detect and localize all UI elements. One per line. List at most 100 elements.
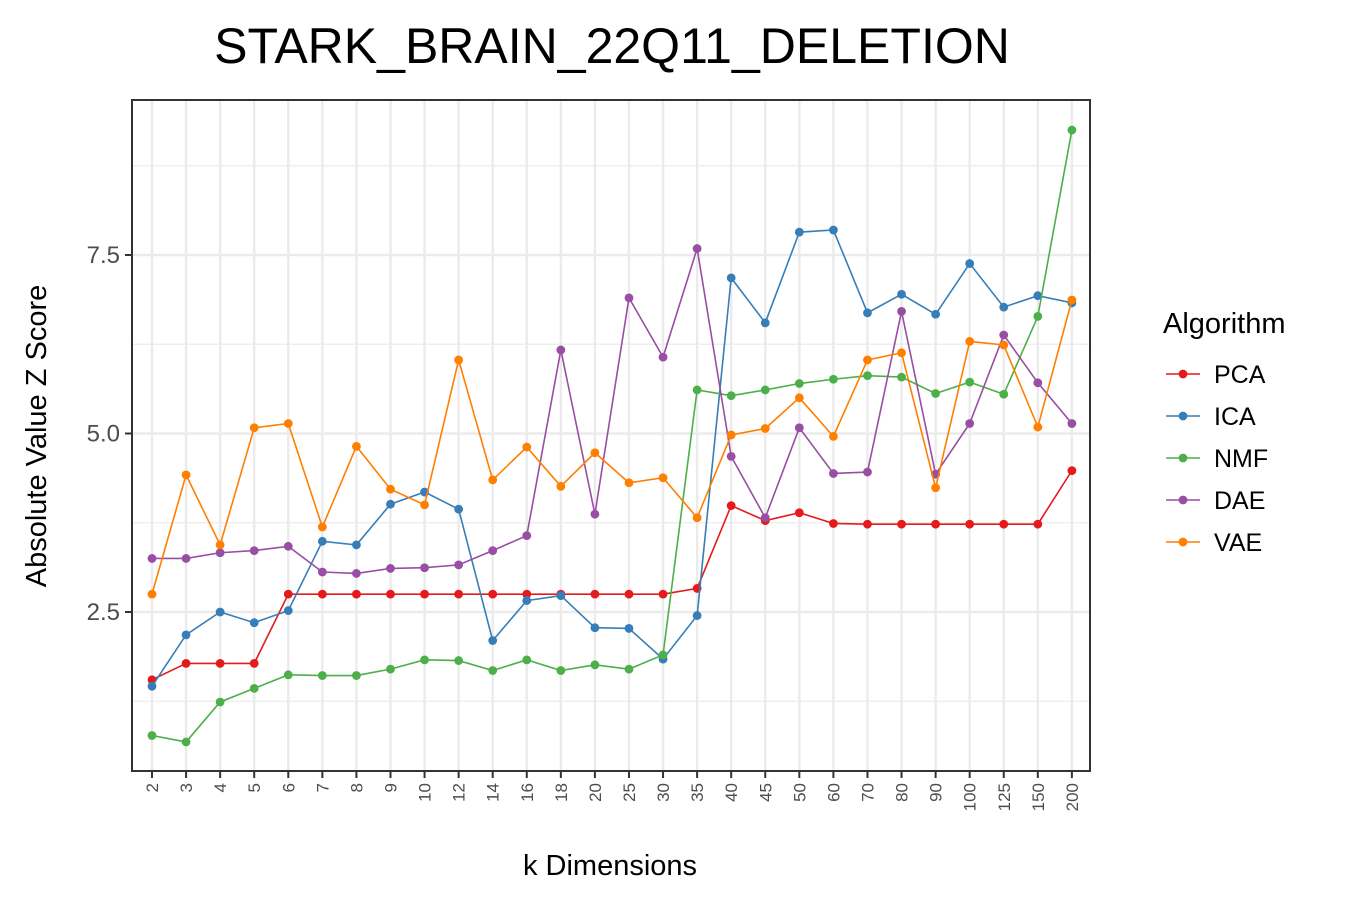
x-tick-label: 150 — [1029, 783, 1048, 811]
legend-label: PCA — [1214, 361, 1266, 389]
data-point — [556, 345, 566, 355]
data-point — [624, 293, 634, 303]
data-point — [317, 589, 327, 599]
legend: Algorithm PCA ICA NMF DAE VAE — [1163, 308, 1286, 557]
legend-key-point — [1178, 453, 1188, 463]
x-tick-label: 25 — [620, 783, 639, 802]
series-nmf — [147, 125, 1077, 747]
data-point — [1067, 295, 1077, 305]
data-point — [726, 430, 736, 440]
data-point — [522, 442, 532, 452]
data-point — [863, 355, 872, 365]
data-point — [386, 589, 395, 599]
legend-item-pca: PCA — [1166, 361, 1266, 389]
data-point — [863, 308, 872, 318]
data-point — [522, 655, 532, 665]
data-point — [249, 423, 259, 433]
x-tick-label: 18 — [552, 783, 571, 802]
data-point — [420, 655, 429, 665]
series-line — [151, 229, 1073, 687]
data-point — [454, 656, 464, 665]
data-point — [1033, 291, 1043, 301]
data-point — [522, 596, 532, 605]
x-tick-label: 2 — [143, 783, 162, 792]
x-tick-label: 70 — [858, 783, 877, 802]
data-point — [215, 548, 225, 558]
x-tick-label: 7 — [313, 783, 332, 792]
legend-label: ICA — [1214, 403, 1256, 431]
data-point — [931, 389, 941, 398]
data-point — [624, 624, 634, 633]
data-point — [556, 481, 566, 491]
data-point — [1033, 422, 1043, 432]
legend-key-point — [1178, 369, 1188, 379]
legend-item-nmf: NMF — [1166, 445, 1268, 473]
x-tick-label: 200 — [1063, 783, 1082, 811]
data-point — [965, 519, 975, 529]
x-tick-label: 100 — [961, 783, 980, 811]
data-point — [897, 289, 906, 299]
data-point — [726, 391, 736, 401]
data-point — [897, 348, 906, 358]
legend-key-point — [1178, 411, 1188, 421]
x-tick-label: 80 — [893, 783, 912, 802]
series-line — [151, 129, 1073, 743]
data-point — [352, 569, 361, 578]
legend-item-vae: VAE — [1166, 529, 1262, 557]
data-point — [215, 659, 225, 668]
data-point — [249, 546, 259, 555]
legend-label: VAE — [1214, 529, 1262, 557]
data-point — [317, 522, 327, 532]
data-point — [829, 225, 838, 235]
data-point — [1067, 419, 1077, 428]
data-point — [760, 513, 770, 523]
data-point — [352, 589, 361, 599]
data-point — [794, 393, 804, 403]
data-point — [590, 448, 600, 458]
series-line — [151, 299, 1073, 595]
data-point — [897, 307, 906, 316]
y-axis: 2.5 5.0 7.5 — [87, 242, 132, 626]
data-point — [760, 318, 770, 328]
legend-key-point — [1178, 495, 1188, 505]
legend-label: DAE — [1214, 487, 1265, 515]
data-point — [658, 589, 668, 599]
data-point — [249, 618, 259, 628]
data-point — [658, 352, 668, 362]
data-point — [352, 671, 361, 680]
data-point — [147, 681, 157, 691]
data-point — [454, 589, 464, 599]
data-point — [386, 499, 395, 509]
y-tick-label: 7.5 — [87, 242, 120, 269]
data-point — [352, 441, 361, 451]
x-tick-label: 90 — [927, 783, 946, 802]
data-point — [317, 536, 327, 546]
x-tick-label: 45 — [756, 783, 775, 802]
data-point — [590, 623, 600, 633]
data-point — [726, 273, 736, 283]
data-point — [829, 519, 838, 528]
grid-minor — [132, 165, 1090, 702]
data-point — [863, 519, 872, 529]
data-point — [692, 513, 702, 523]
legend-item-ica: ICA — [1166, 403, 1256, 431]
data-point — [965, 377, 975, 387]
data-point — [624, 664, 634, 674]
series-vae — [147, 295, 1077, 599]
y-tick-label: 5.0 — [87, 421, 120, 448]
data-point — [1033, 519, 1043, 529]
x-tick-label: 16 — [518, 783, 537, 802]
data-point — [590, 589, 600, 599]
data-point — [556, 666, 566, 675]
data-point — [181, 470, 191, 480]
series-pca — [147, 466, 1077, 685]
x-tick-label: 50 — [790, 783, 809, 802]
data-point — [726, 451, 736, 461]
data-point — [283, 670, 293, 680]
series-line — [151, 470, 1073, 681]
data-point — [658, 473, 668, 483]
legend-item-dae: DAE — [1166, 487, 1265, 515]
data-point — [726, 501, 736, 511]
data-point — [624, 478, 634, 488]
data-point — [829, 431, 838, 441]
